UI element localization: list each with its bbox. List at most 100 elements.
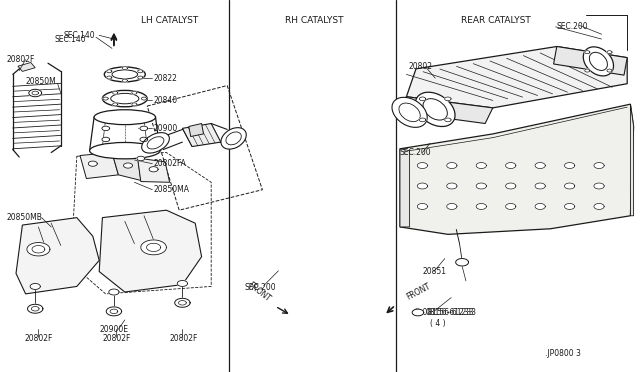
Polygon shape <box>417 163 428 169</box>
Text: FRONT: FRONT <box>404 282 431 302</box>
Polygon shape <box>182 124 221 147</box>
Polygon shape <box>476 203 486 209</box>
Polygon shape <box>112 153 141 180</box>
Ellipse shape <box>399 103 420 122</box>
Polygon shape <box>109 289 119 295</box>
Polygon shape <box>535 203 545 209</box>
Text: 20802: 20802 <box>408 62 433 71</box>
Text: 20802FA: 20802FA <box>154 159 186 168</box>
Text: 20900E: 20900E <box>99 325 128 334</box>
Polygon shape <box>103 97 108 100</box>
Ellipse shape <box>102 90 147 107</box>
Text: ( 4 ): ( 4 ) <box>430 319 445 328</box>
Polygon shape <box>140 126 148 131</box>
Polygon shape <box>412 309 424 316</box>
Polygon shape <box>397 97 493 124</box>
Text: 20850MA: 20850MA <box>154 185 189 194</box>
Polygon shape <box>141 240 166 255</box>
Polygon shape <box>447 163 457 169</box>
Polygon shape <box>124 163 132 168</box>
Polygon shape <box>122 67 127 70</box>
Polygon shape <box>607 51 612 54</box>
Ellipse shape <box>392 97 428 127</box>
Polygon shape <box>138 76 143 79</box>
Polygon shape <box>179 301 186 305</box>
Polygon shape <box>140 137 148 142</box>
Ellipse shape <box>141 133 170 153</box>
Text: 20802F: 20802F <box>24 334 52 343</box>
Polygon shape <box>564 183 575 189</box>
Polygon shape <box>18 62 35 71</box>
Polygon shape <box>447 183 457 189</box>
Text: 20840: 20840 <box>154 96 178 105</box>
Polygon shape <box>31 307 39 311</box>
Ellipse shape <box>104 67 145 82</box>
Text: RH CATALYST: RH CATALYST <box>285 16 343 25</box>
Ellipse shape <box>226 132 241 145</box>
Polygon shape <box>456 259 468 266</box>
Text: SEC.200: SEC.200 <box>400 148 431 157</box>
Polygon shape <box>106 307 122 316</box>
Text: FRONT: FRONT <box>246 280 273 304</box>
Polygon shape <box>137 156 145 161</box>
Polygon shape <box>32 91 38 95</box>
Polygon shape <box>419 118 426 122</box>
Ellipse shape <box>112 70 138 79</box>
Polygon shape <box>107 76 112 79</box>
Polygon shape <box>99 210 202 292</box>
Ellipse shape <box>111 93 139 104</box>
Text: SEC.200: SEC.200 <box>244 283 276 292</box>
Polygon shape <box>564 203 575 209</box>
Text: REAR CATALYST: REAR CATALYST <box>461 16 531 25</box>
Polygon shape <box>594 163 604 169</box>
Ellipse shape <box>589 52 607 70</box>
Polygon shape <box>88 161 97 166</box>
Polygon shape <box>32 246 45 253</box>
Polygon shape <box>445 118 451 122</box>
Text: 20802F: 20802F <box>102 334 131 343</box>
Ellipse shape <box>423 99 447 120</box>
Ellipse shape <box>583 47 614 76</box>
Polygon shape <box>102 126 109 131</box>
Polygon shape <box>30 283 40 289</box>
Ellipse shape <box>94 110 156 125</box>
Polygon shape <box>630 104 634 216</box>
Polygon shape <box>476 183 486 189</box>
Polygon shape <box>506 203 516 209</box>
Polygon shape <box>554 46 627 75</box>
Polygon shape <box>585 51 590 54</box>
Polygon shape <box>177 280 188 286</box>
Polygon shape <box>147 243 161 251</box>
Text: 20850M: 20850M <box>26 77 56 86</box>
Polygon shape <box>535 163 545 169</box>
Polygon shape <box>175 298 190 307</box>
Polygon shape <box>447 203 457 209</box>
Text: SEC.140: SEC.140 <box>64 31 95 40</box>
Text: .JP0800 3: .JP0800 3 <box>545 349 581 358</box>
Polygon shape <box>102 137 109 142</box>
Polygon shape <box>400 104 634 234</box>
Polygon shape <box>122 79 127 82</box>
Polygon shape <box>585 69 590 72</box>
Polygon shape <box>189 124 204 137</box>
Polygon shape <box>506 163 516 169</box>
Polygon shape <box>138 158 170 182</box>
Polygon shape <box>419 97 426 101</box>
Polygon shape <box>607 69 612 72</box>
Polygon shape <box>594 203 604 209</box>
Text: 20900: 20900 <box>154 124 178 133</box>
Text: SEC.140: SEC.140 <box>54 35 86 44</box>
Polygon shape <box>27 243 50 256</box>
Polygon shape <box>132 91 137 94</box>
Text: 08156-61233: 08156-61233 <box>426 308 477 317</box>
Polygon shape <box>80 153 118 179</box>
Polygon shape <box>110 309 118 314</box>
Polygon shape <box>417 203 428 209</box>
Text: LH CATALYST: LH CATALYST <box>141 16 198 25</box>
Polygon shape <box>535 183 545 189</box>
Polygon shape <box>132 103 137 106</box>
Text: 20851: 20851 <box>422 267 447 276</box>
Text: B: B <box>416 310 420 315</box>
Polygon shape <box>400 149 410 227</box>
Text: 20822: 20822 <box>154 74 177 83</box>
